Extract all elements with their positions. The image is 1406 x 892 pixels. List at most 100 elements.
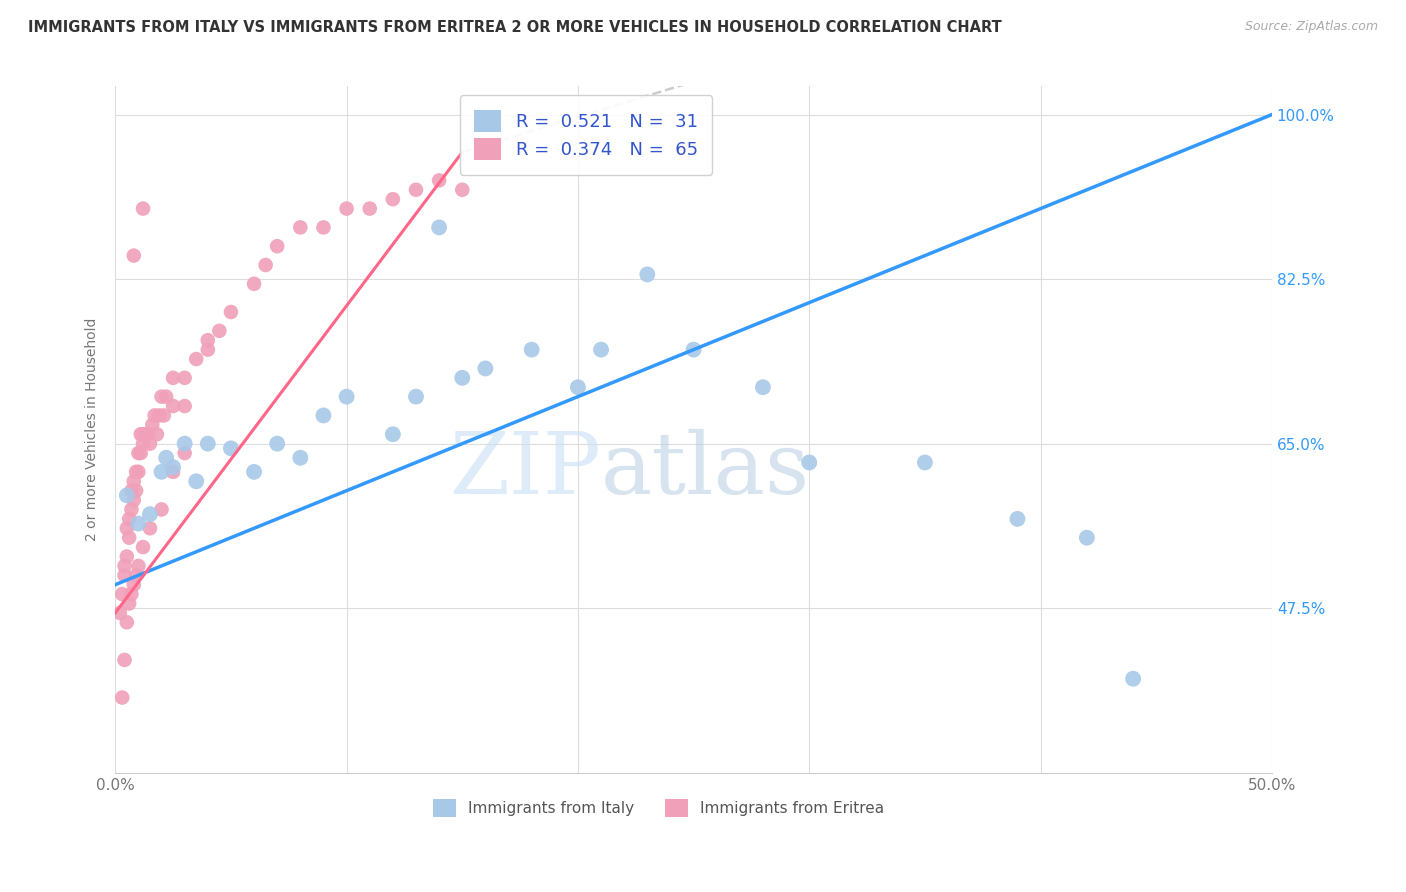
Point [132,436,155,450]
Point [129,427,152,442]
Point [125,483,148,498]
Legend: Immigrants from Italy, Immigrants from Eritrea: Immigrants from Italy, Immigrants from E… [427,793,890,823]
Point [111,690,134,705]
Point [150,465,173,479]
Point [150,502,173,516]
Point [114,558,136,573]
Point [474,361,496,376]
Point [405,183,427,197]
Point [1122,672,1144,686]
Point [134,427,156,442]
Point [115,549,138,564]
Point [122,577,145,591]
Point [752,380,775,394]
Point [162,465,184,479]
Point [219,442,242,456]
Point [115,521,138,535]
Point [208,324,231,338]
Point [451,183,474,197]
Point [162,460,184,475]
Point [148,409,170,423]
Point [336,202,359,216]
Point [254,258,277,272]
Point [162,371,184,385]
Point [132,427,155,442]
Point [121,587,143,601]
Point [290,450,312,465]
Point [290,220,312,235]
Point [266,239,288,253]
Point [520,343,543,357]
Point [243,465,266,479]
Point [122,475,145,489]
Point [799,455,821,469]
Point [127,516,149,531]
Point [186,352,208,367]
Point [132,540,155,554]
Point [125,465,148,479]
Point [162,399,184,413]
Point [125,568,148,582]
Point [108,606,131,620]
Point [173,371,195,385]
Point [682,343,704,357]
Point [1076,531,1098,545]
Point [121,502,143,516]
Point [139,507,162,521]
Point [143,409,166,423]
Point [589,343,612,357]
Point [118,597,141,611]
Point [243,277,266,291]
Point [197,333,219,347]
Point [427,173,450,187]
Point [141,417,163,432]
Text: IMMIGRANTS FROM ITALY VS IMMIGRANTS FROM ERITREA 2 OR MORE VEHICLES IN HOUSEHOLD: IMMIGRANTS FROM ITALY VS IMMIGRANTS FROM… [28,20,1002,35]
Point [115,615,138,630]
Point [312,409,335,423]
Point [122,249,145,263]
Point [451,371,474,385]
Point [173,436,195,450]
Point [127,465,149,479]
Point [197,436,219,450]
Point [129,446,152,460]
Point [381,192,404,206]
Point [127,446,149,460]
Point [219,305,242,319]
Point [114,568,136,582]
Point [146,427,169,442]
Point [118,531,141,545]
Point [266,436,288,450]
Text: Source: ZipAtlas.com: Source: ZipAtlas.com [1244,20,1378,33]
Point [139,436,162,450]
Text: ZIP: ZIP [449,429,600,512]
Point [114,653,136,667]
Y-axis label: 2 or more Vehicles in Household: 2 or more Vehicles in Household [86,318,100,541]
Point [139,521,162,535]
Point [197,343,219,357]
Point [359,202,381,216]
Text: atlas: atlas [600,429,810,512]
Point [173,446,195,460]
Point [567,380,589,394]
Point [150,390,173,404]
Point [118,512,141,526]
Point [115,488,138,502]
Point [155,450,177,465]
Point [1007,512,1029,526]
Point [186,475,208,489]
Point [153,409,176,423]
Point [312,220,335,235]
Point [155,390,177,404]
Point [636,268,658,282]
Point [127,558,149,573]
Point [173,399,195,413]
Point [122,493,145,508]
Point [121,483,143,498]
Point [336,390,359,404]
Point [132,202,155,216]
Point [914,455,936,469]
Point [405,390,427,404]
Point [381,427,404,442]
Point [136,427,159,442]
